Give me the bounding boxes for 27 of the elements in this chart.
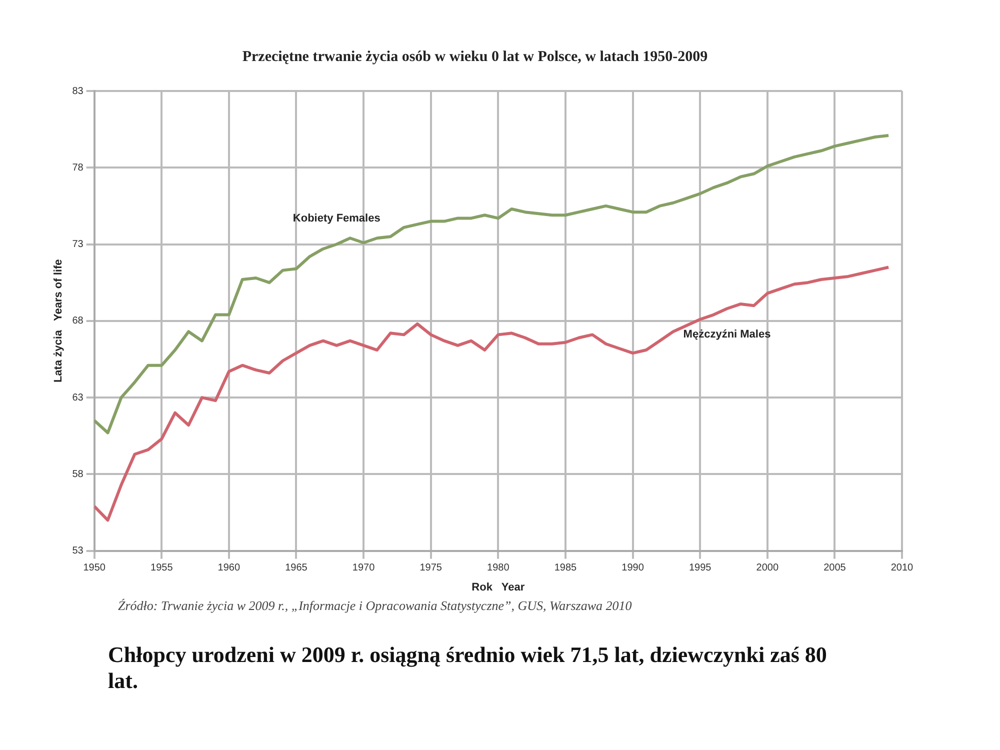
x-tick-label: 1950 [83, 562, 106, 574]
x-tick-label: 1970 [352, 562, 376, 574]
y-tick-label: 73 [72, 239, 84, 250]
x-axis-title: Rok Year [472, 581, 526, 594]
x-tick-label: 1965 [285, 562, 308, 574]
y-tick-label: 63 [72, 392, 84, 404]
text: Chłopcy urodzeni w 2009 r. osiągną średnio wiek 71,5 lat, dziewczynki zaś 80 lat. [108, 642, 828, 694]
y-tick-label: 68 [72, 316, 84, 327]
y-tick-label: 83 [72, 86, 84, 97]
x-tick-label: 1955 [150, 562, 174, 574]
x-tick-label: 1975 [420, 562, 442, 574]
x-tick-label: 2005 [824, 562, 846, 574]
y-axis-title: Lata życia Years of life [52, 259, 65, 383]
x-tick-label: 1980 [487, 562, 510, 574]
x-tick-label: 1990 [622, 562, 644, 574]
text: Źródło: Trwanie życia w 2009 r., „Informacje i Opracowania Statystyczne”, GUS, Warszawa 2010 [118, 598, 633, 614]
x-tick-label: 1985 [554, 562, 578, 574]
x-tick-label: 2010 [890, 562, 914, 574]
x-tick-label: 1995 [688, 562, 712, 574]
chart-title: Przeciętne trwanie życia osób w wieku 0 lat w Polsce, w latach 1950-2009 [242, 48, 708, 65]
x-tick-label: 2000 [756, 562, 779, 574]
x-tick-label: 1960 [218, 562, 240, 574]
series-label: Mężczyźni Males [683, 328, 771, 341]
y-tick-label: 53 [72, 546, 84, 557]
y-tick-label: 78 [72, 162, 84, 174]
y-tick-label: 58 [72, 468, 84, 480]
series-label: Kobiety Females [292, 212, 380, 224]
